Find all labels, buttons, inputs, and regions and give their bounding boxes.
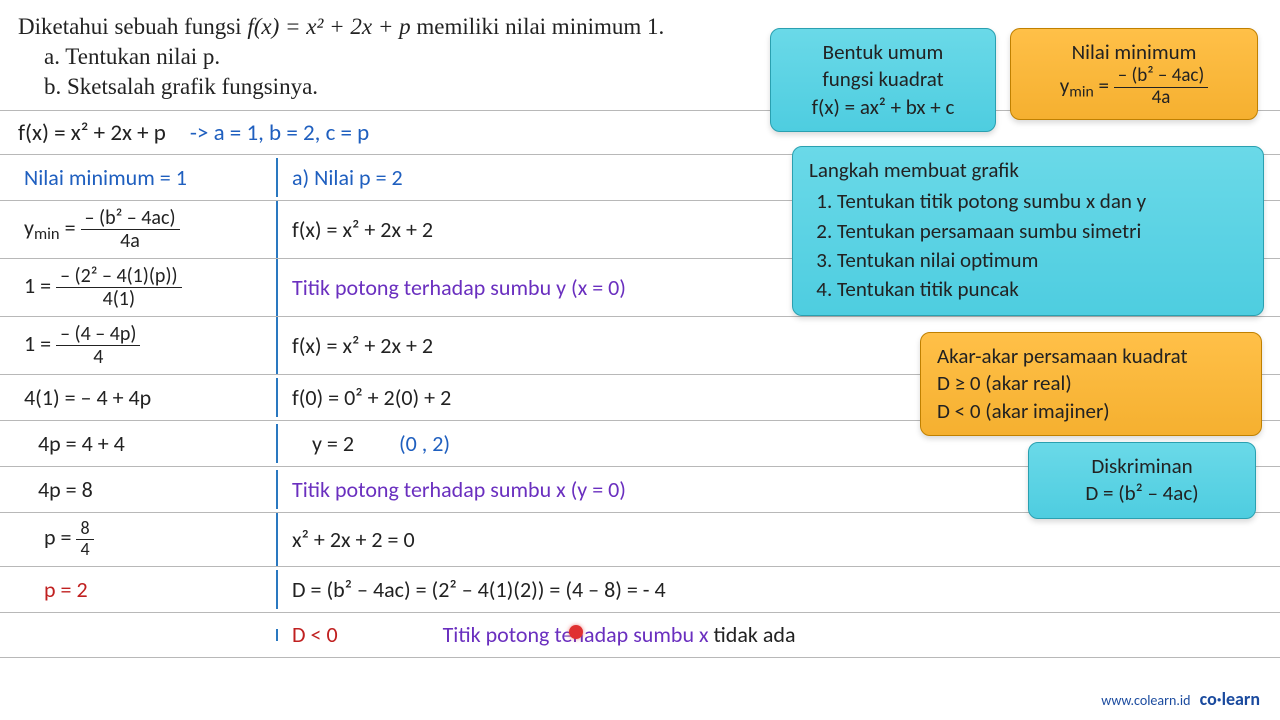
frac: – (b² – 4ac) 4a	[1114, 66, 1208, 109]
d-neg: D < 0	[292, 621, 338, 648]
step-4p: 4p = 4 + 4	[0, 424, 278, 463]
t2: hadap sumbu x	[572, 621, 713, 648]
d-conclusion: D < 0 Titik potong tehadap sumbu x tidak…	[278, 615, 1280, 654]
eq: =	[60, 214, 81, 241]
discriminant-calc: D = (b² – 4ac) = (2² – 4(1)(2)) = (4 – 8…	[278, 570, 1280, 609]
l1: Bentuk umum	[787, 39, 979, 66]
l2: fungsi kuadrat	[787, 66, 979, 93]
step3: Tentukan nilai optimum	[837, 247, 1247, 274]
y2: y = 2	[292, 430, 354, 457]
nilai-min-label: Nilai minimum = 1	[0, 158, 278, 197]
fx-given: f(x) = x² + 2x + p	[18, 119, 166, 147]
box-roots: Akar-akar persamaan kuadrat D ≥ 0 (akar …	[920, 332, 1262, 436]
fx-expression: f(x) = x² + 2x + p	[247, 14, 410, 39]
point: (0 , 2)	[359, 430, 450, 457]
frac: – (b² – 4ac) 4a	[81, 207, 180, 252]
footer-brand: co·learn	[1200, 688, 1260, 710]
sub-min: min	[34, 224, 60, 244]
box-discriminant: Diskriminan D = (b² – 4ac)	[1028, 442, 1256, 519]
lhs: 1 =	[24, 272, 56, 299]
title: Nilai minimum	[1027, 39, 1241, 66]
step-p-frac: p = 8 4	[0, 513, 278, 566]
step1: Tentukan titik potong sumbu x dan y	[837, 188, 1247, 215]
no-x-intersect: Titik potong tehadap sumbu x	[343, 621, 714, 648]
step-sub1: 1 = – (2² – 4(1)(p)) 4(1)	[0, 259, 278, 316]
box-graph-steps: Langkah membuat grafik Tentukan titik po…	[792, 146, 1264, 316]
num: – (b² – 4ac)	[1114, 66, 1208, 88]
quad-eq: x² + 2x + 2 = 0	[278, 520, 1280, 559]
fx-coeffs: -> a = 1, b = 2, c = p	[190, 119, 369, 147]
ymin-formula: ymin = – (b² – 4ac) 4a	[0, 201, 278, 258]
text: memiliki nilai minimum 1.	[416, 14, 664, 39]
l1: Akar-akar persamaan kuadrat	[937, 343, 1245, 370]
step2: Tentukan persamaan sumbu simetri	[837, 218, 1247, 245]
frac: – (4 – 4p) 4	[56, 323, 140, 368]
step-mult: 4(1) = – 4 + 4p	[0, 378, 278, 417]
y: y	[1060, 73, 1070, 99]
numerator: 8	[76, 519, 93, 540]
formula: ymin = – (b² – 4ac) 4a	[1027, 66, 1241, 109]
box-min-formula: Nilai minimum ymin = – (b² – 4ac) 4a	[1010, 28, 1258, 120]
l2: D = (b² – 4ac)	[1045, 480, 1239, 507]
step4: Tentukan titik puncak	[837, 276, 1247, 303]
lhs: 1 =	[24, 330, 56, 357]
numerator: – (2² – 4(1)(p))	[56, 265, 182, 288]
row-8: p = 8 4 x² + 2x + 2 = 0	[0, 512, 1280, 566]
frac: 8 4	[76, 519, 93, 560]
text: f(x) = x² + 2x + 2	[292, 332, 433, 359]
l2: D ≥ 0 (akar real)	[937, 370, 1245, 397]
t3: tidak ada	[714, 621, 796, 648]
l3: D < 0 (akar imajiner)	[937, 398, 1245, 425]
empty	[0, 629, 278, 641]
y: y	[24, 214, 34, 241]
l3: f(x) = ax² + bx + c	[787, 94, 979, 121]
denominator: 4a	[116, 230, 144, 252]
eq: =	[1094, 73, 1114, 99]
denominator: 4(1)	[99, 288, 139, 310]
lhs: p =	[44, 524, 76, 551]
numerator: – (b² – 4ac)	[81, 207, 180, 230]
row-9: p = 2 D = (b² – 4ac) = (2² – 4(1)(2)) = …	[0, 566, 1280, 612]
row-10: D < 0 Titik potong tehadap sumbu x tidak…	[0, 612, 1280, 658]
step-4p8: 4p = 8	[0, 470, 278, 509]
steps-list: Tentukan titik potong sumbu x dan y Tent…	[809, 188, 1247, 303]
frac: – (2² – 4(1)(p)) 4(1)	[56, 265, 182, 310]
text: Diketahui sebuah fungsi	[18, 14, 247, 39]
den: 4a	[1148, 88, 1175, 109]
footer-url: www.colearn.id	[1101, 692, 1190, 709]
title: Langkah membuat grafik	[809, 157, 1247, 184]
numerator: – (4 – 4p)	[56, 323, 140, 346]
t1: Titik potong te	[443, 621, 573, 648]
text: Titik potong terhadap sumbu y (x = 0)	[292, 274, 626, 301]
step-sub2: 1 = – (4 – 4p) 4	[0, 317, 278, 374]
l1: Diskriminan	[1045, 453, 1239, 480]
text: Titik potong terhadap sumbu x (y = 0)	[292, 476, 626, 503]
sub: min	[1069, 83, 1093, 102]
denominator: 4	[76, 540, 93, 560]
footer: www.colearn.id co·learn	[1101, 688, 1260, 710]
denominator: 4	[89, 346, 107, 368]
box-general-form: Bentuk umum fungsi kuadrat f(x) = ax² + …	[770, 28, 996, 132]
p-answer: p = 2	[0, 570, 278, 609]
